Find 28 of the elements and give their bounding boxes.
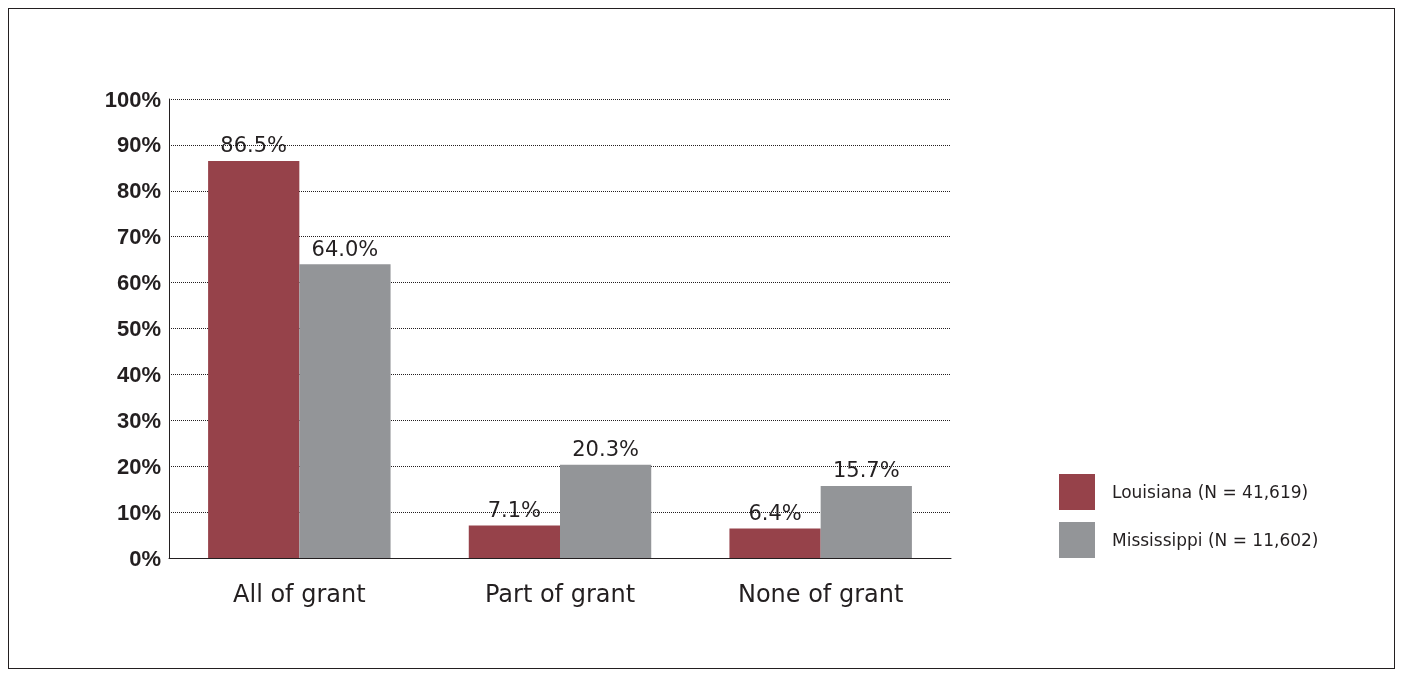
data-label: 15.7% <box>832 458 900 483</box>
x-tick-label: All of grant <box>233 580 366 608</box>
x-tick-label: Part of grant <box>484 580 636 608</box>
y-tick-label: 80% <box>116 178 161 204</box>
y-tick-label: 20% <box>116 453 161 479</box>
data-label: 6.4% <box>748 501 802 526</box>
y-tick-label: 50% <box>116 316 161 341</box>
bar <box>820 485 912 558</box>
data-label: 64.0% <box>311 236 379 261</box>
legend-label: Mississippi (N = 11,602) <box>1112 530 1319 550</box>
y-tick-label: 0% <box>129 545 161 571</box>
bar <box>729 528 821 558</box>
y-tick-label: 10% <box>116 499 161 525</box>
bar <box>208 160 300 558</box>
y-tick-label: 90% <box>116 132 161 158</box>
legend-label: Louisiana (N = 41,619) <box>1112 482 1309 502</box>
data-label: 7.1% <box>487 497 542 522</box>
y-tick-label: 30% <box>116 407 161 433</box>
y-tick-label: 40% <box>116 361 161 387</box>
data-label: 20.3% <box>572 437 639 462</box>
y-tick-label: 100% <box>104 86 161 112</box>
x-tick-label: None of grant <box>737 580 904 608</box>
bar <box>560 464 652 558</box>
y-tick-label: 70% <box>116 224 161 250</box>
y-tick-label: 60% <box>116 270 161 296</box>
data-label: 86.5% <box>220 133 288 158</box>
bar <box>468 525 560 558</box>
bar <box>299 264 391 558</box>
